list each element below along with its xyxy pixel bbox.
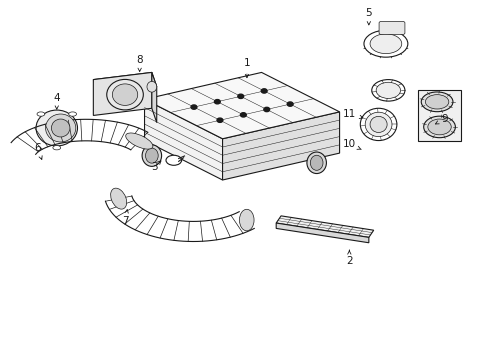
Text: 3: 3 [151,161,161,172]
Ellipse shape [125,133,153,149]
Text: 2: 2 [346,250,352,266]
Ellipse shape [365,112,391,136]
Polygon shape [144,72,339,139]
Circle shape [240,113,246,117]
Text: 7: 7 [122,210,128,226]
Ellipse shape [37,112,45,116]
Ellipse shape [110,188,126,209]
Ellipse shape [112,84,138,105]
Text: 1: 1 [243,58,250,78]
Ellipse shape [360,108,396,140]
Ellipse shape [363,30,407,57]
Polygon shape [152,72,157,123]
Text: 8: 8 [136,55,142,72]
Polygon shape [276,223,368,243]
Text: 9: 9 [434,114,447,124]
Circle shape [214,100,220,104]
Ellipse shape [165,155,181,165]
Ellipse shape [371,80,404,101]
Text: 11: 11 [342,109,362,119]
Text: 5: 5 [365,8,371,25]
Text: 6: 6 [34,143,42,159]
Polygon shape [93,72,157,94]
Polygon shape [276,216,373,237]
Circle shape [191,105,197,109]
Circle shape [286,102,292,106]
Polygon shape [222,112,339,180]
Ellipse shape [45,114,76,142]
Ellipse shape [147,81,157,92]
Circle shape [237,94,243,99]
Ellipse shape [142,145,161,166]
Text: 10: 10 [342,139,361,149]
Circle shape [264,107,269,112]
Ellipse shape [420,92,452,112]
Ellipse shape [69,112,77,116]
Ellipse shape [369,116,386,132]
Ellipse shape [239,209,254,231]
Ellipse shape [53,145,61,150]
Circle shape [217,118,223,122]
Ellipse shape [310,155,323,170]
FancyBboxPatch shape [378,22,404,35]
Ellipse shape [306,152,326,174]
Ellipse shape [369,34,401,54]
Ellipse shape [145,148,158,163]
Ellipse shape [423,116,454,138]
Ellipse shape [51,119,70,137]
Ellipse shape [375,82,400,98]
Circle shape [261,89,266,93]
Polygon shape [93,72,152,116]
Polygon shape [144,99,222,180]
Text: 4: 4 [53,93,60,109]
Ellipse shape [427,119,450,135]
Ellipse shape [36,110,77,146]
Ellipse shape [425,95,448,109]
Ellipse shape [106,80,143,110]
Polygon shape [417,90,461,140]
